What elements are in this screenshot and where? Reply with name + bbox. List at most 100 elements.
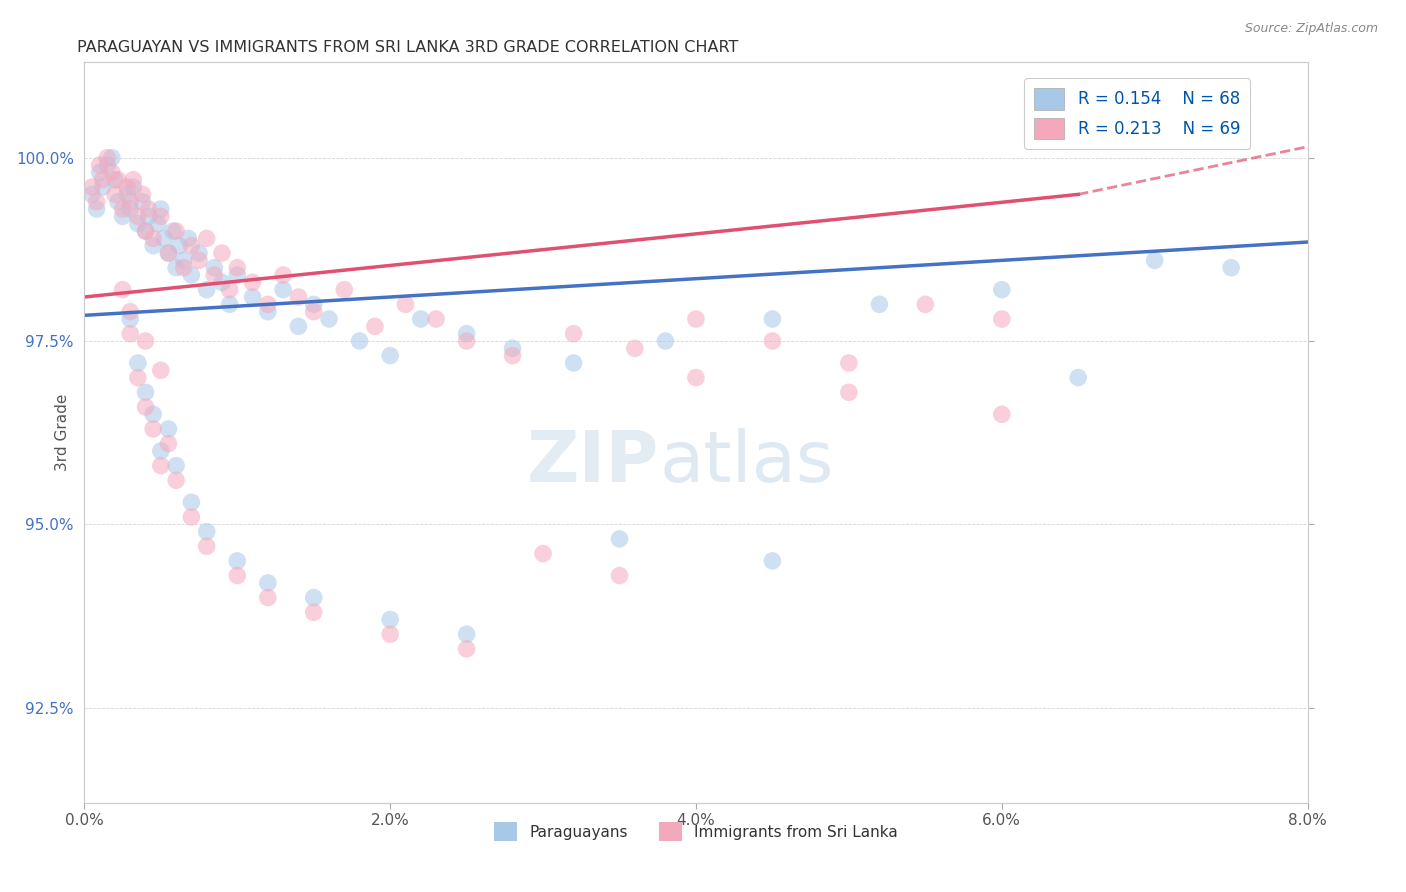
Point: [333, 283, 356, 297]
Point: [149, 363, 172, 377]
Point: [135, 224, 157, 238]
Point: [115, 180, 138, 194]
Point: [914, 297, 936, 311]
Point: [394, 297, 416, 311]
Point: [180, 268, 202, 282]
Point: [1220, 260, 1243, 275]
Point: [165, 260, 187, 275]
Point: [157, 246, 180, 260]
Point: [142, 407, 165, 421]
Point: [609, 532, 631, 546]
Point: [127, 356, 149, 370]
Point: [991, 312, 1014, 326]
Point: [226, 554, 249, 568]
Text: ZIP: ZIP: [527, 428, 659, 497]
Point: [180, 510, 202, 524]
Point: [177, 231, 200, 245]
Point: [287, 319, 309, 334]
Point: [302, 297, 325, 311]
Point: [180, 238, 202, 252]
Point: [257, 591, 280, 605]
Point: [138, 210, 160, 224]
Point: [146, 217, 169, 231]
Point: [153, 231, 176, 245]
Point: [115, 187, 138, 202]
Point: [211, 246, 233, 260]
Point: [135, 224, 157, 238]
Point: [188, 246, 211, 260]
Point: [107, 194, 129, 209]
Point: [167, 238, 190, 252]
Point: [120, 312, 142, 326]
Point: [318, 312, 340, 326]
Point: [96, 158, 118, 172]
Point: [202, 268, 225, 282]
Point: [101, 151, 124, 165]
Point: [120, 326, 142, 341]
Point: [138, 202, 160, 216]
Point: [149, 202, 172, 216]
Point: [195, 539, 218, 553]
Point: [107, 172, 129, 186]
Point: [157, 436, 180, 450]
Point: [142, 231, 165, 245]
Point: [257, 297, 280, 311]
Point: [91, 172, 114, 186]
Point: [195, 231, 218, 245]
Point: [502, 341, 524, 355]
Point: [96, 151, 118, 165]
Point: [135, 334, 157, 348]
Point: [127, 217, 149, 231]
Point: [287, 290, 309, 304]
Point: [761, 554, 783, 568]
Point: [380, 613, 402, 627]
Point: [89, 158, 111, 172]
Point: [838, 385, 860, 400]
Point: [302, 591, 325, 605]
Point: [180, 495, 202, 509]
Point: [364, 319, 387, 334]
Point: [218, 283, 240, 297]
Point: [761, 334, 783, 348]
Point: [271, 283, 294, 297]
Point: [226, 268, 249, 282]
Point: [991, 283, 1014, 297]
Point: [226, 260, 249, 275]
Point: [89, 165, 111, 179]
Point: [135, 385, 157, 400]
Point: [685, 370, 707, 384]
Point: [173, 260, 195, 275]
Point: [562, 326, 585, 341]
Point: [80, 180, 103, 194]
Point: [1143, 253, 1166, 268]
Point: [165, 473, 187, 487]
Point: [157, 422, 180, 436]
Point: [80, 187, 103, 202]
Point: [104, 187, 127, 202]
Point: [1067, 370, 1090, 384]
Legend: Paraguayans, Immigrants from Sri Lanka: Paraguayans, Immigrants from Sri Lanka: [488, 816, 904, 847]
Point: [409, 312, 432, 326]
Text: PARAGUAYAN VS IMMIGRANTS FROM SRI LANKA 3RD GRADE CORRELATION CHART: PARAGUAYAN VS IMMIGRANTS FROM SRI LANKA …: [77, 40, 738, 55]
Point: [195, 283, 218, 297]
Point: [456, 326, 478, 341]
Point: [991, 407, 1014, 421]
Point: [122, 172, 145, 186]
Point: [162, 224, 184, 238]
Point: [271, 268, 294, 282]
Y-axis label: 3rd Grade: 3rd Grade: [55, 394, 70, 471]
Point: [218, 297, 240, 311]
Point: [609, 568, 631, 582]
Point: [142, 238, 165, 252]
Point: [104, 172, 127, 186]
Point: [654, 334, 676, 348]
Point: [120, 202, 142, 216]
Point: [173, 253, 195, 268]
Point: [761, 312, 783, 326]
Text: atlas: atlas: [659, 428, 834, 497]
Point: [242, 290, 264, 304]
Point: [157, 246, 180, 260]
Point: [149, 458, 172, 473]
Point: [562, 356, 585, 370]
Point: [349, 334, 371, 348]
